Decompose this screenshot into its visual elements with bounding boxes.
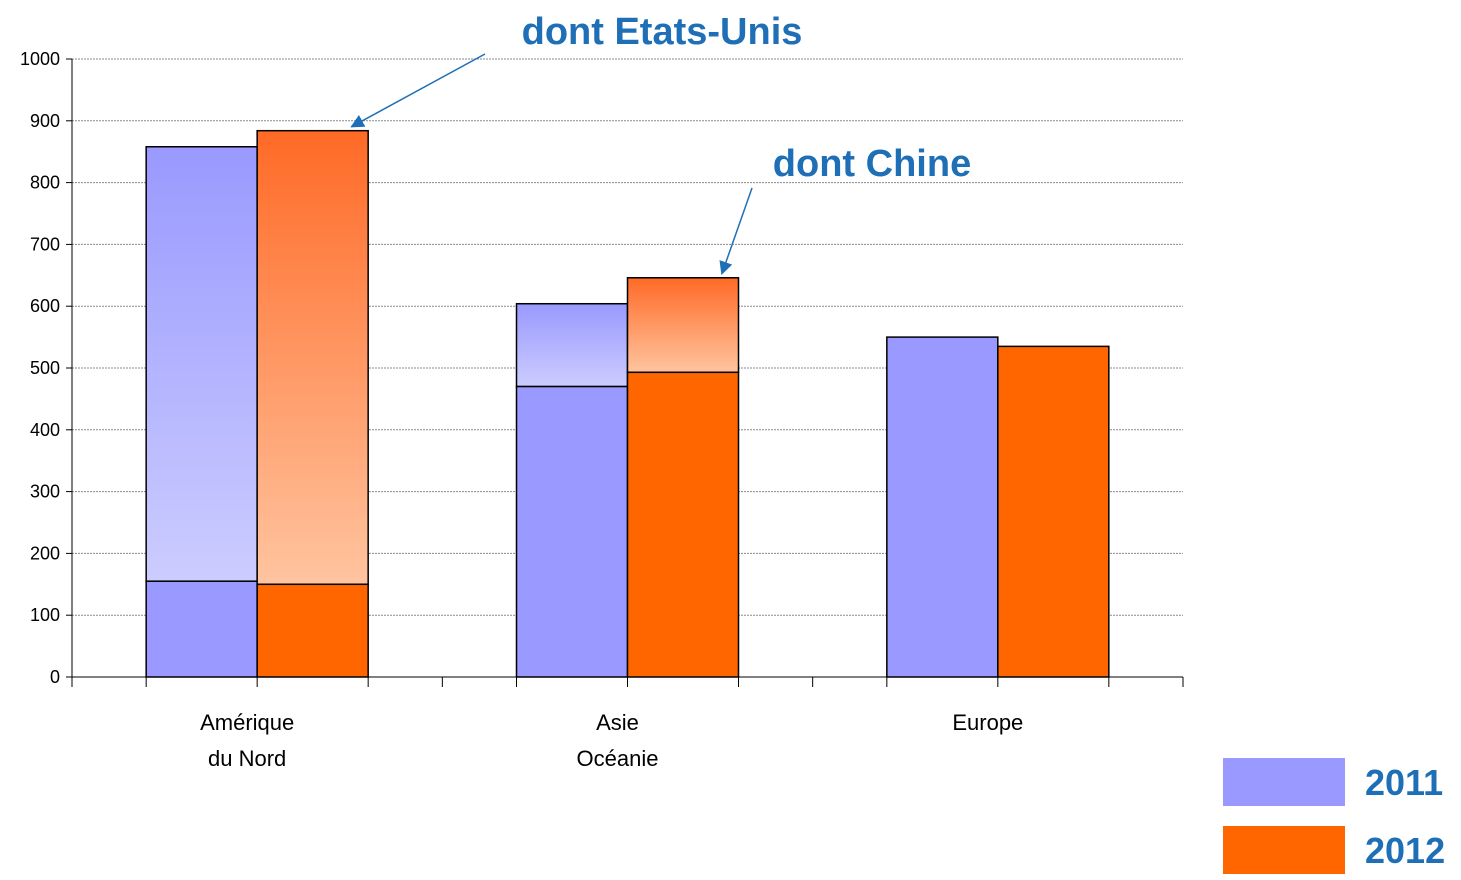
y-tick-label: 400	[30, 420, 60, 440]
category-label: du Nord	[208, 746, 286, 771]
legend: 2011 2012	[1223, 758, 1445, 874]
y-tick-label: 800	[30, 173, 60, 193]
y-tick-label: 600	[30, 296, 60, 316]
y-tick-label: 0	[50, 667, 60, 687]
y-tick-label: 200	[30, 543, 60, 563]
bar-lower-2011	[515, 385, 629, 678]
y-tick-label: 900	[30, 111, 60, 131]
category-label: Asie	[596, 710, 639, 735]
annotation-label: dont Etats-Unis	[522, 11, 803, 53]
category-label: Amérique	[200, 710, 294, 735]
bar-lower-2012	[256, 583, 369, 678]
bar-upper-2011	[515, 302, 629, 388]
bars	[145, 129, 1110, 678]
bar-upper-2012	[626, 277, 740, 374]
y-tick-label: 500	[30, 358, 60, 378]
bar-lower-2012	[626, 371, 740, 678]
legend-label-2011: 2011	[1365, 762, 1443, 803]
bar-upper-2011	[145, 146, 258, 582]
annotation-arrow	[350, 53, 486, 128]
bar-lower-2011	[145, 580, 258, 678]
y-tick-label: 700	[30, 234, 60, 254]
y-tick-label: 300	[30, 482, 60, 502]
category-label: Océanie	[577, 746, 659, 771]
legend-swatch-2011	[1223, 758, 1345, 806]
annotation-label: dont Chine	[773, 143, 971, 185]
legend-label-2012: 2012	[1365, 830, 1445, 871]
category-label: Europe	[952, 710, 1023, 735]
y-tick-label: 100	[30, 605, 60, 625]
bar-2011	[886, 336, 999, 678]
annotation-arrow	[719, 187, 753, 276]
bar-2012	[997, 345, 1110, 678]
y-tick-label: 1000	[20, 49, 60, 69]
axes	[66, 58, 1184, 687]
labels: 0 100 200 300 400 500 600 700 800 900 1000 Amérique…	[20, 49, 1023, 771]
annotations: dont Etats-Unis dont Chine	[350, 11, 971, 276]
legend-swatch-2012	[1223, 826, 1345, 874]
bar-upper-2012	[256, 129, 369, 586]
